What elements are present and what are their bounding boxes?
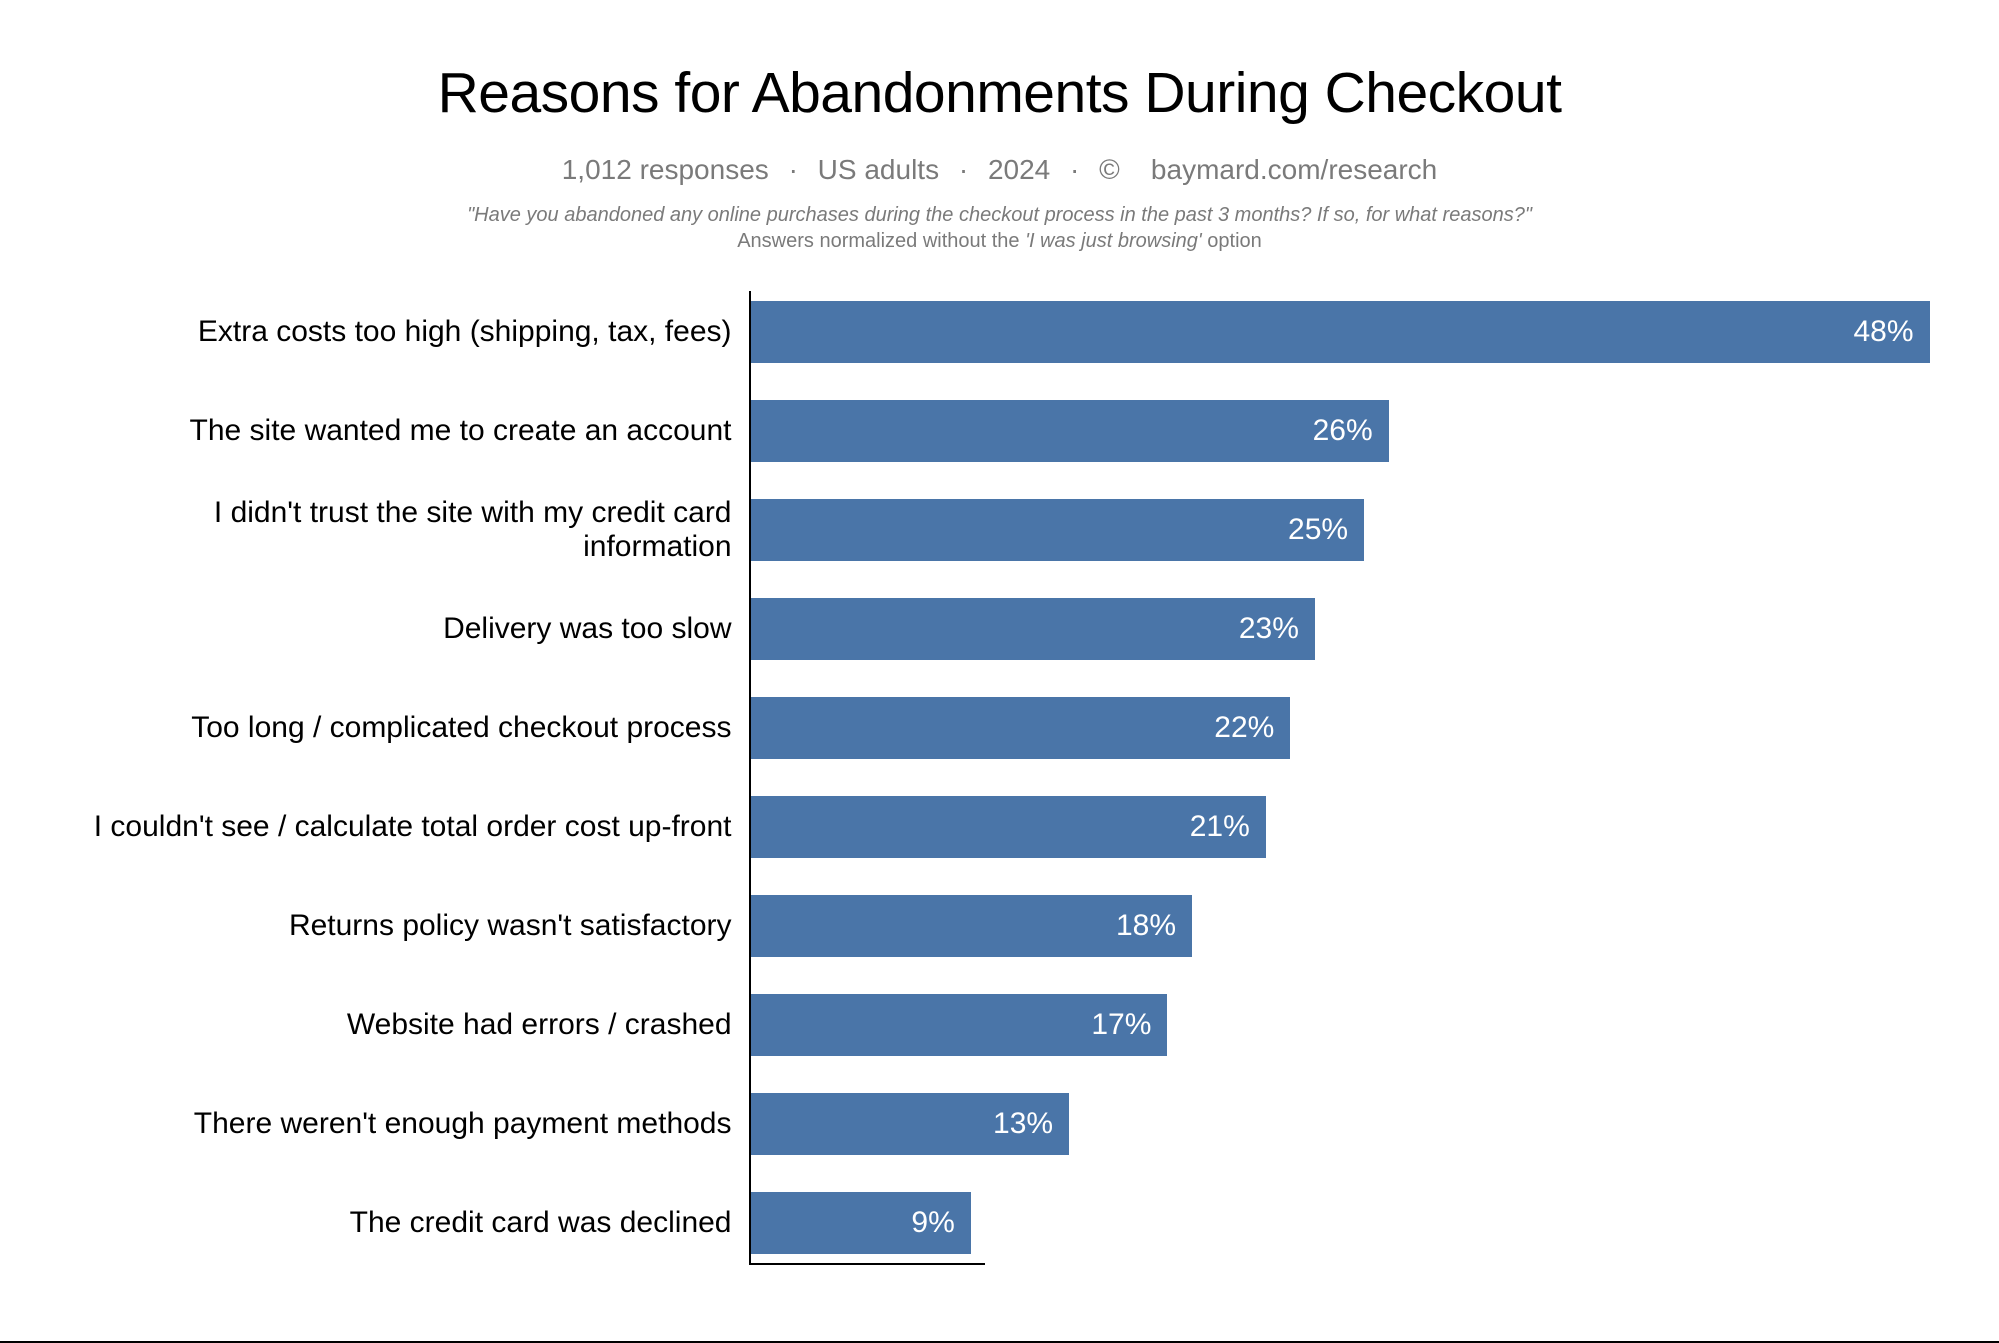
bar-value: 25% [1288, 513, 1348, 547]
bar-value: 13% [993, 1107, 1053, 1141]
bar-value: 48% [1853, 315, 1913, 349]
bar-track: 21% [750, 796, 1930, 858]
bar: 26% [750, 400, 1389, 462]
bar-track: 48% [750, 301, 1930, 363]
bar-row: Too long / complicated checkout process 2… [70, 697, 1930, 759]
meta-separator: · [959, 154, 968, 185]
bar: 13% [750, 1093, 1070, 1155]
bar-row: The site wanted me to create an account 2… [70, 400, 1930, 462]
subcaption-suffix: option [1202, 230, 1262, 252]
bar-track: 13% [750, 1093, 1930, 1155]
bar-track: 9% [750, 1192, 1930, 1254]
bar-label: The credit card was declined [70, 1206, 750, 1240]
subcaption-emph: 'I was just browsing' [1025, 230, 1202, 252]
bar: 17% [750, 994, 1168, 1056]
bar-row: I didn't trust the site with my credit c… [70, 499, 1930, 561]
bar-value: 17% [1091, 1008, 1151, 1042]
bar: 22% [750, 697, 1291, 759]
bar: 9% [750, 1192, 971, 1254]
meta-separator: · [789, 154, 798, 185]
bar-track: 22% [750, 697, 1930, 759]
bar-row: The credit card was declined 9% [70, 1192, 1930, 1254]
bar-label: Returns policy wasn't satisfactory [70, 909, 750, 943]
meta-year: 2024 [988, 154, 1050, 185]
meta-copyright: © [1099, 154, 1120, 185]
bar-label: Too long / complicated checkout process [70, 711, 750, 745]
bar-value: 21% [1190, 810, 1250, 844]
bars-container: Extra costs too high (shipping, tax, fee… [70, 301, 1930, 1291]
bar-row: Extra costs too high (shipping, tax, fee… [70, 301, 1930, 363]
subcaption-prefix: Answers normalized without the [737, 230, 1025, 252]
bar-label: I couldn't see / calculate total order c… [70, 810, 750, 844]
bar-label: Website had errors / crashed [70, 1008, 750, 1042]
y-axis [749, 291, 751, 1264]
bar: 23% [750, 598, 1315, 660]
bar-track: 18% [750, 895, 1930, 957]
bar: 21% [750, 796, 1266, 858]
meta-population: US adults [818, 154, 939, 185]
chart-caption: "Have you abandoned any online purchases… [0, 204, 1999, 227]
bar-label: Extra costs too high (shipping, tax, fee… [70, 315, 750, 349]
chart-meta: 1,012 responses · US adults · 2024 · © b… [0, 154, 1999, 186]
bar-label: I didn't trust the site with my credit c… [70, 496, 750, 564]
bar-value: 23% [1239, 612, 1299, 646]
bar-track: 23% [750, 598, 1930, 660]
bar: 48% [750, 301, 1930, 363]
bar-label: Delivery was too slow [70, 612, 750, 646]
x-axis [749, 1263, 985, 1265]
chart-subcaption: Answers normalized without the 'I was ju… [0, 230, 1999, 253]
bar-value: 22% [1214, 711, 1274, 745]
bar-track: 17% [750, 994, 1930, 1056]
bar-row: I couldn't see / calculate total order c… [70, 796, 1930, 858]
meta-separator: · [1070, 154, 1079, 185]
bar-row: Delivery was too slow 23% [70, 598, 1930, 660]
bar-track: 26% [750, 400, 1930, 462]
bar-row: Returns policy wasn't satisfactory 18% [70, 895, 1930, 957]
meta-source: baymard.com/research [1151, 154, 1437, 185]
bar-track: 25% [750, 499, 1930, 561]
bar-row: Website had errors / crashed 17% [70, 994, 1930, 1056]
chart-stage: Reasons for Abandonments During Checkout… [0, 0, 1999, 1343]
bar-label: There weren't enough payment methods [70, 1107, 750, 1141]
chart-area: Extra costs too high (shipping, tax, fee… [70, 291, 1930, 1268]
bar-value: 9% [911, 1206, 954, 1240]
bar-value: 26% [1313, 414, 1373, 448]
chart-title: Reasons for Abandonments During Checkout [0, 60, 1999, 126]
bar-label: The site wanted me to create an account [70, 414, 750, 448]
bar: 25% [750, 499, 1365, 561]
bar-value: 18% [1116, 909, 1176, 943]
bar: 18% [750, 895, 1193, 957]
meta-responses: 1,012 responses [562, 154, 769, 185]
bar-row: There weren't enough payment methods 13% [70, 1093, 1930, 1155]
